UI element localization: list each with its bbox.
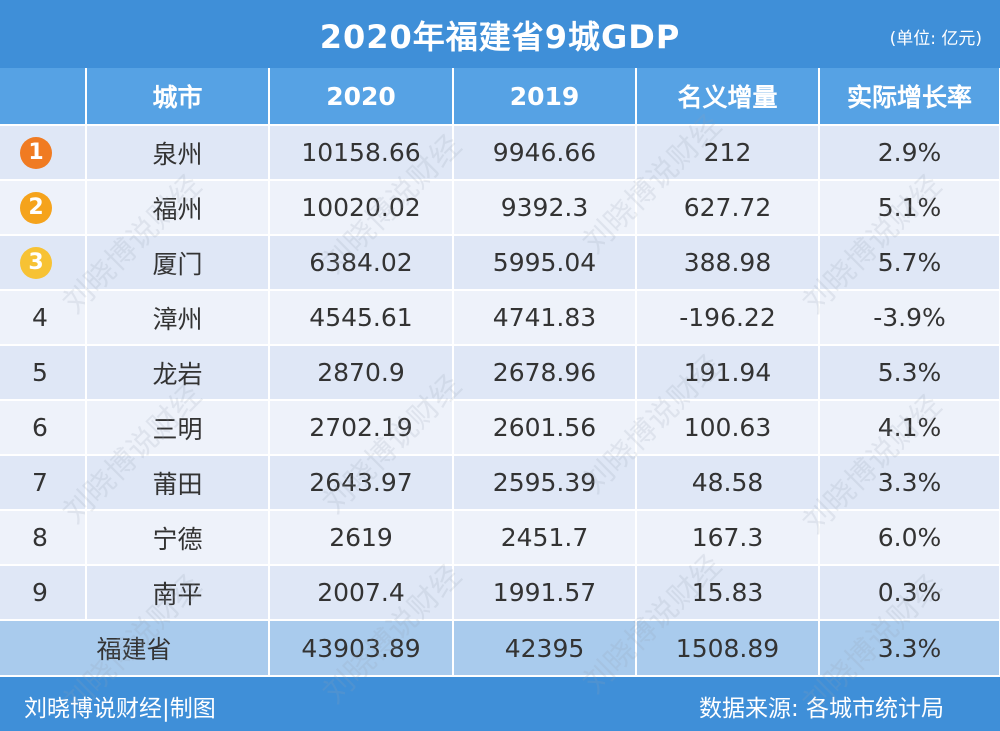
city-cell: 漳州 (86, 290, 270, 346)
city-cell: 龙岩 (86, 345, 270, 401)
value-2019-cell: 4741.83 (453, 290, 637, 346)
increase-cell: 212 (636, 125, 820, 181)
city-cell: 莆田 (86, 455, 270, 511)
gdp-table: 城市 2020 2019 名义增量 实际增长率 1 泉州 10158.66 9946.… (0, 68, 1000, 677)
header-growth: 实际增长率 (819, 68, 1000, 126)
footer-credit: 刘晓博说财经|制图 (24, 696, 216, 722)
growth-cell: 5.1% (819, 180, 1000, 236)
table-row: 2 福州 10020.02 9392.3 627.72 5.1% (0, 180, 1000, 236)
header-city: 城市 (86, 68, 270, 126)
growth-cell: 0.3% (819, 565, 1000, 621)
growth-cell: 3.3% (819, 455, 1000, 511)
rank-cell: 3 (0, 235, 87, 291)
increase-cell: 167.3 (636, 510, 820, 566)
increase-cell: 48.58 (636, 455, 820, 511)
increase-cell: 627.72 (636, 180, 820, 236)
page-title: 2020年福建省9城GDP (319, 18, 681, 56)
title-bar: 2020年福建省9城GDP (单位: 亿元) (0, 0, 1000, 68)
header-increase: 名义增量 (636, 68, 820, 126)
footer: 刘晓博说财经|制图 数据来源: 各城市统计局 (0, 677, 1000, 731)
value-2020-cell: 2870.9 (269, 345, 454, 401)
rank-number: 8 (32, 523, 48, 552)
increase-cell: -196.22 (636, 290, 820, 346)
value-2020-cell: 10020.02 (269, 180, 454, 236)
rank-badge: 1 (20, 137, 52, 169)
rank-number: 4 (32, 303, 48, 332)
city-cell: 南平 (86, 565, 270, 621)
rank-cell: 9 (0, 565, 87, 621)
increase-cell: 191.94 (636, 345, 820, 401)
rank-cell: 2 (0, 180, 87, 236)
value-2020-cell: 2619 (269, 510, 454, 566)
value-2019-cell: 9946.66 (453, 125, 637, 181)
rank-cell: 7 (0, 455, 87, 511)
city-cell: 三明 (86, 400, 270, 456)
rank-number: 6 (32, 413, 48, 442)
rank-number: 7 (32, 468, 48, 497)
rank-cell: 8 (0, 510, 87, 566)
value-2020-cell: 10158.66 (269, 125, 454, 181)
total-growth-cell: 3.3% (819, 620, 1000, 677)
city-cell: 福州 (86, 180, 270, 236)
value-2020-cell: 4545.61 (269, 290, 454, 346)
value-2019-cell: 2451.7 (453, 510, 637, 566)
city-cell: 宁德 (86, 510, 270, 566)
header-2020: 2020 (269, 68, 454, 126)
header-2019: 2019 (453, 68, 637, 126)
rank-cell: 6 (0, 400, 87, 456)
rank-cell: 5 (0, 345, 87, 401)
rank-cell: 1 (0, 125, 87, 181)
value-2019-cell: 5995.04 (453, 235, 637, 291)
growth-cell: -3.9% (819, 290, 1000, 346)
table-row: 4 漳州 4545.61 4741.83 -196.22 -3.9% (0, 290, 1000, 346)
table-row: 9 南平 2007.4 1991.57 15.83 0.3% (0, 565, 1000, 621)
table-row: 1 泉州 10158.66 9946.66 212 2.9% (0, 125, 1000, 181)
city-cell: 厦门 (86, 235, 270, 291)
increase-cell: 100.63 (636, 400, 820, 456)
value-2019-cell: 1991.57 (453, 565, 637, 621)
rank-number: 9 (32, 578, 48, 607)
rank-badge: 2 (20, 192, 52, 224)
value-2020-cell: 2643.97 (269, 455, 454, 511)
table-row: 6 三明 2702.19 2601.56 100.63 4.1% (0, 400, 1000, 456)
table-row: 8 宁德 2619 2451.7 167.3 6.0% (0, 510, 1000, 566)
growth-cell: 5.3% (819, 345, 1000, 401)
unit-label: (单位: 亿元) (889, 29, 982, 49)
rank-cell: 4 (0, 290, 87, 346)
total-label: 福建省 (0, 620, 270, 677)
value-2019-cell: 2595.39 (453, 455, 637, 511)
table-row: 5 龙岩 2870.9 2678.96 191.94 5.3% (0, 345, 1000, 401)
table-row: 3 厦门 6384.02 5995.04 388.98 5.7% (0, 235, 1000, 291)
value-2020-cell: 2702.19 (269, 400, 454, 456)
total-value-2019-cell: 42395 (453, 620, 637, 677)
table-row: 7 莆田 2643.97 2595.39 48.58 3.3% (0, 455, 1000, 511)
growth-cell: 6.0% (819, 510, 1000, 566)
total-row: 福建省 43903.89 42395 1508.89 3.3% (0, 620, 1000, 677)
value-2020-cell: 6384.02 (269, 235, 454, 291)
table-header-row: 城市 2020 2019 名义增量 实际增长率 (0, 68, 1000, 126)
growth-cell: 2.9% (819, 125, 1000, 181)
total-increase-cell: 1508.89 (636, 620, 820, 677)
footer-source: 数据来源: 各城市统计局 (698, 696, 944, 722)
header-rank (0, 68, 87, 126)
value-2019-cell: 2678.96 (453, 345, 637, 401)
value-2019-cell: 9392.3 (453, 180, 637, 236)
growth-cell: 5.7% (819, 235, 1000, 291)
increase-cell: 388.98 (636, 235, 820, 291)
rank-number: 5 (32, 358, 48, 387)
total-value-2020-cell: 43903.89 (269, 620, 454, 677)
city-cell: 泉州 (86, 125, 270, 181)
growth-cell: 4.1% (819, 400, 1000, 456)
value-2020-cell: 2007.4 (269, 565, 454, 621)
rank-badge: 3 (20, 247, 52, 279)
increase-cell: 15.83 (636, 565, 820, 621)
value-2019-cell: 2601.56 (453, 400, 637, 456)
